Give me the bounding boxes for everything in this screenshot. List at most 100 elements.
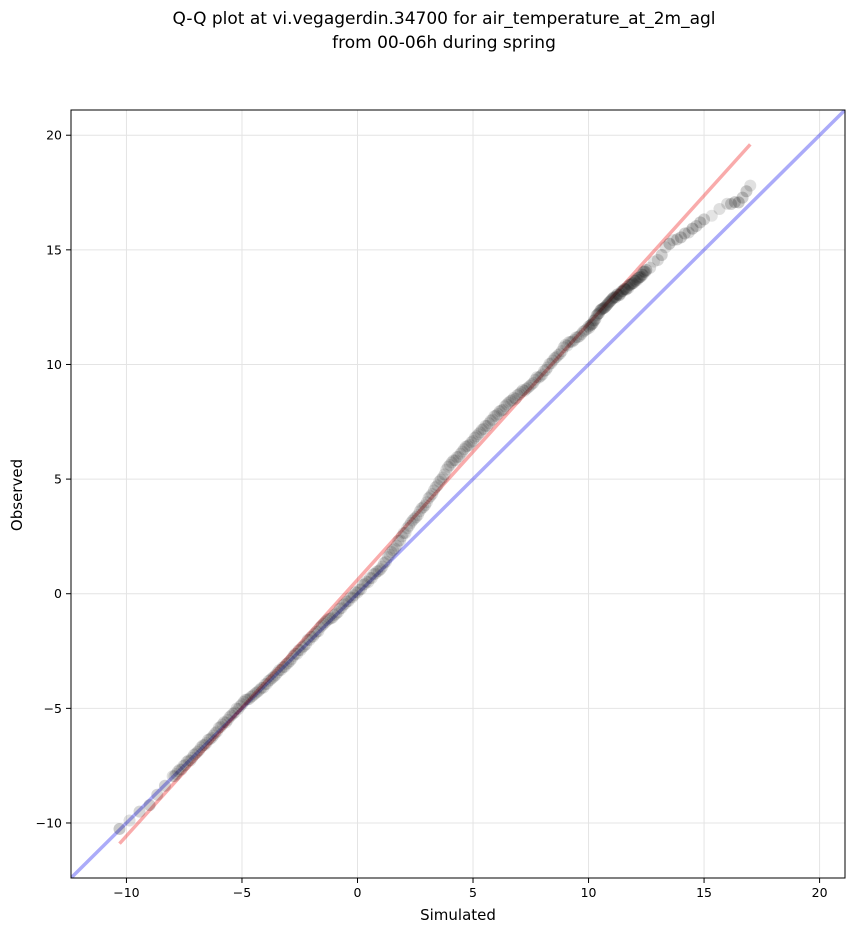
qq-point [340,595,353,608]
qq-point [394,534,407,547]
qq-point [601,298,614,311]
qq-point [557,341,570,354]
qq-point [406,514,419,527]
qq-point [598,301,611,314]
fit-line [118,143,752,845]
qq-point [246,689,259,702]
qq-point [610,288,623,301]
qq-point [367,568,380,581]
qq-point [632,271,645,284]
qq-point [328,609,341,622]
qq-point [299,638,312,651]
qq-point [564,335,577,348]
qq-point [629,274,642,287]
qq-point [532,371,545,384]
qq-point [296,641,309,654]
qq-point [633,271,646,284]
qq-point [241,693,254,706]
y-tick-label: −10 [36,815,62,830]
qq-point [584,319,597,332]
chart-subtitle: from 00-06h during spring [332,33,556,53]
qq-point [740,185,753,198]
qq-point [686,222,699,235]
qq-point [257,681,270,694]
qq-point [205,731,218,744]
qq-point [637,266,650,279]
x-tick-label: −10 [113,885,139,900]
qq-point [583,321,596,334]
qq-point [624,278,637,291]
qq-point [433,475,446,488]
qq-point [214,720,227,733]
qq-point [187,748,200,761]
qq-point [694,216,707,229]
qq-point [271,666,284,679]
qq-point [317,617,330,630]
qq-point [166,770,179,783]
qq-point [415,502,428,515]
qq-point [607,291,620,304]
qq-point [648,255,661,268]
qq-point [346,591,359,604]
qq-point [395,530,408,543]
qq-point [404,516,417,529]
qq-point [438,468,451,481]
y-tick-label: −5 [44,701,62,716]
qq-point [321,614,334,627]
qq-point [639,265,652,278]
qq-point [596,302,609,315]
qq-point [617,284,630,297]
qq-point [443,458,456,471]
qq-point [516,384,529,397]
qq-point [200,737,213,750]
qq-point [209,727,222,740]
qq-point [725,197,738,210]
qq-point [463,438,476,451]
qq-point [349,586,362,599]
qq-point [690,220,703,233]
qq-point [585,318,598,331]
y-tick-label: 0 [54,586,62,601]
qq-point [586,316,599,329]
qq-point [593,307,606,320]
qq-point [589,312,602,325]
qq-point [548,352,561,365]
qq-point [554,347,567,360]
qq-point [602,297,615,310]
qq-point [571,331,584,344]
quantile-points [113,179,757,835]
qq-point [225,709,238,722]
qq-point [292,643,305,656]
qq-point [545,357,558,370]
qq-point [518,384,531,397]
qq-point [168,770,181,783]
qq-point [621,280,634,293]
qq-point [488,410,501,423]
qq-point [586,318,599,331]
qq-point [335,602,348,615]
qq-point [410,511,423,524]
qq-point [634,270,647,283]
qq-point [344,591,357,604]
qq-point [608,290,621,303]
qq-point [221,713,234,726]
qq-point [133,805,146,818]
qq-point [529,373,542,386]
qq-point [353,583,366,596]
qq-point [243,693,256,706]
qq-point [543,357,556,370]
qq-point [303,633,316,646]
qq-point [262,674,275,687]
qq-point [445,456,458,469]
qq-point [287,649,300,662]
identity-line [71,110,845,878]
qq-point [198,738,211,751]
qq-point [330,607,343,620]
qq-point [539,364,552,377]
qq-point [559,338,572,351]
qq-point [570,331,583,344]
qq-point [218,716,231,729]
qq-point [618,283,631,296]
y-axis-ticks: −10 −5 0 5 10 15 20 [36,128,71,830]
qq-point [625,278,638,291]
